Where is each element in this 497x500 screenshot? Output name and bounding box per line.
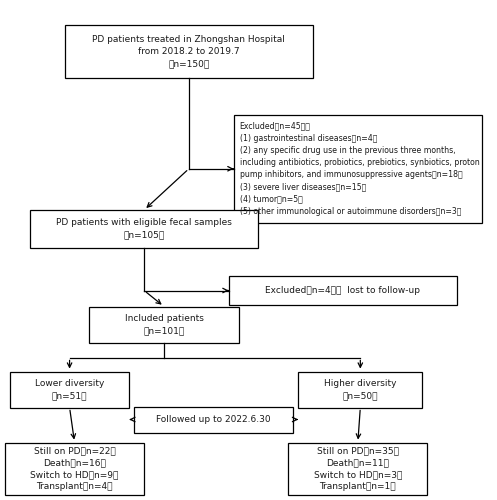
FancyBboxPatch shape <box>65 25 313 78</box>
FancyBboxPatch shape <box>288 442 427 495</box>
Text: Excluded（n=4）：  lost to follow-up: Excluded（n=4）： lost to follow-up <box>265 286 420 295</box>
Text: PD patients with eligible fecal samples
（n=105）: PD patients with eligible fecal samples … <box>56 218 232 240</box>
Text: Lower diversity
（n=51）: Lower diversity （n=51） <box>35 379 104 400</box>
FancyBboxPatch shape <box>89 306 239 342</box>
Text: Followed up to 2022.6.30: Followed up to 2022.6.30 <box>157 415 271 424</box>
Text: PD patients treated in Zhongshan Hospital
from 2018.2 to 2019.7
（n=150）: PD patients treated in Zhongshan Hospita… <box>92 34 285 68</box>
FancyBboxPatch shape <box>134 406 293 432</box>
Text: Still on PD（n=35）
Death（n=11）
Switch to HD（n=3）
Transplant（n=1）: Still on PD（n=35） Death（n=11） Switch to … <box>314 446 402 492</box>
FancyBboxPatch shape <box>5 442 144 495</box>
Text: Included patients
（n=101）: Included patients （n=101） <box>125 314 203 335</box>
FancyBboxPatch shape <box>10 372 129 408</box>
Text: Higher diversity
（n=50）: Higher diversity （n=50） <box>324 379 397 400</box>
FancyBboxPatch shape <box>298 372 422 408</box>
FancyBboxPatch shape <box>30 210 258 248</box>
Text: Still on PD（n=22）
Death（n=16）
Switch to HD（n=9）
Transplant（n=4）: Still on PD（n=22） Death（n=16） Switch to … <box>30 446 119 492</box>
Text: Excluded（n=45）：
(1) gastrointestinal diseases（n=4）
(2) any specific drug use in : Excluded（n=45）： (1) gastrointestinal dis… <box>240 122 479 216</box>
FancyBboxPatch shape <box>234 115 482 222</box>
FancyBboxPatch shape <box>229 276 457 305</box>
